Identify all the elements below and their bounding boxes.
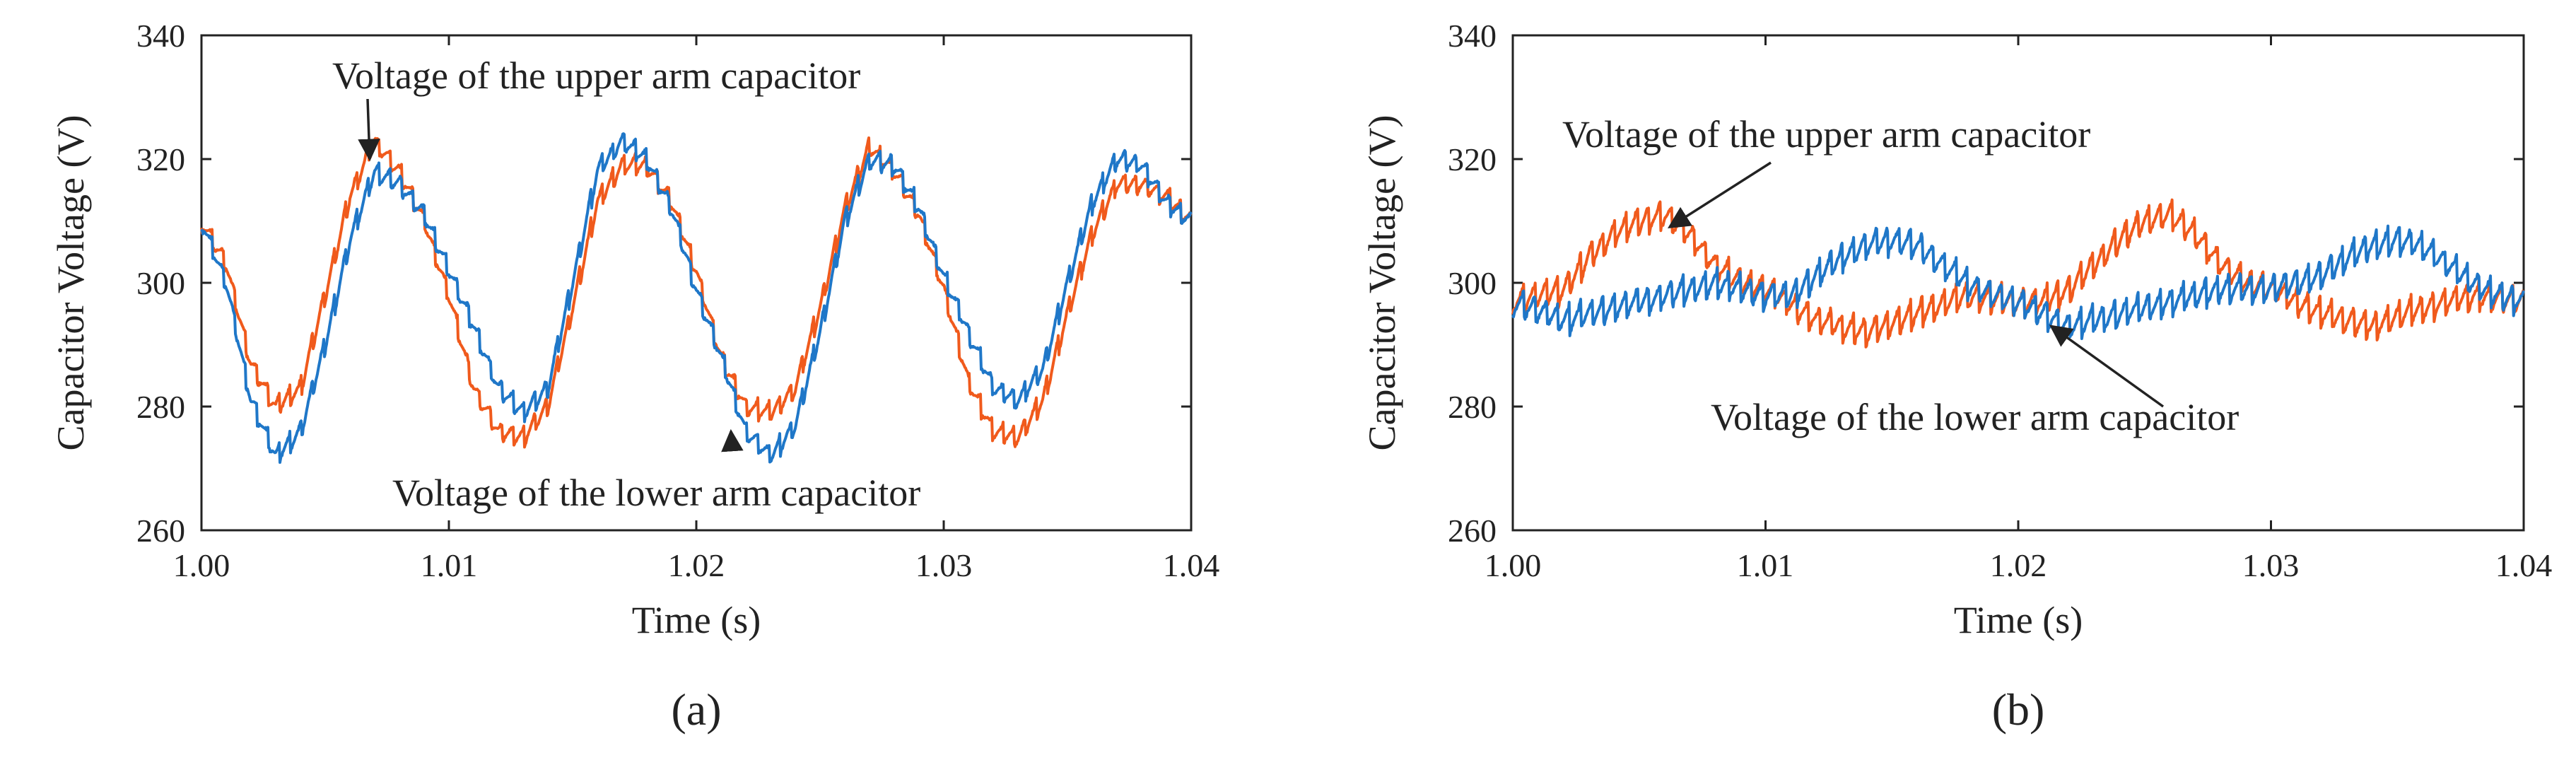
- tick-marks: [1511, 34, 2525, 532]
- x-tick-label: 1.03: [915, 547, 973, 583]
- chart-panel-b: 1.00 1.01 1.02 1.03 1.04 260 280 300 320…: [1361, 18, 2552, 735]
- annotation-upper-label: Voltage of the upper arm capacitor: [332, 54, 860, 97]
- series-line-upper: [200, 136, 1193, 449]
- annotation-lower-label: Voltage of the lower arm capacitor: [1711, 396, 2239, 438]
- x-tick-label: 1.01: [421, 547, 478, 583]
- y-tick-label: 280: [1448, 389, 1497, 425]
- series-line-lower: [1511, 224, 2525, 340]
- series-group: [1511, 198, 2525, 349]
- x-axis-label: Time (s): [1954, 599, 2083, 641]
- tick-marks: [200, 34, 1193, 532]
- annotation-group: [358, 98, 744, 452]
- x-tick-label: 1.01: [1737, 547, 1794, 583]
- annotation-arrow: [358, 98, 380, 162]
- chart-panel-a: 1.00 1.01 1.02 1.03 1.04 260 280 300 320…: [49, 18, 1219, 735]
- y-tick-label: 320: [136, 141, 185, 177]
- y-axis-label: Capacitor Voltage (V): [1361, 115, 1403, 451]
- y-tick-label: 260: [136, 513, 185, 549]
- series-group: [200, 132, 1193, 464]
- y-tick-label: 280: [136, 389, 185, 425]
- y-tick-label: 300: [1448, 265, 1497, 301]
- annotation-lower-label: Voltage of the lower arm capacitor: [392, 472, 920, 514]
- y-tick-label: 340: [1448, 18, 1497, 54]
- panel-label-b: (b): [1992, 684, 2045, 735]
- annotation-arrow: [1667, 161, 1772, 228]
- x-tick-label: 1.02: [668, 547, 725, 583]
- x-tick-label: 1.04: [1163, 547, 1220, 583]
- x-tick-label: 1.00: [1485, 547, 1542, 583]
- series-line-upper: [1511, 198, 2525, 349]
- annotation-group: [1667, 161, 2165, 408]
- annotation-arrow: [2049, 325, 2165, 408]
- annotation-upper-label: Voltage of the upper arm capacitor: [1562, 113, 2090, 156]
- y-tick-label: 340: [136, 18, 185, 54]
- y-axis-label: Capacitor Voltage (V): [49, 115, 92, 451]
- x-tick-label: 1.02: [1990, 547, 2047, 583]
- y-tick-label: 300: [136, 265, 185, 301]
- x-tick-label: 1.04: [2495, 547, 2553, 583]
- panel-label-a: (a): [671, 684, 721, 735]
- y-tick-label: 260: [1448, 513, 1497, 549]
- series-line-lower: [200, 132, 1193, 464]
- plot-frame: [200, 34, 1193, 532]
- y-tick-label: 320: [1448, 141, 1497, 177]
- x-tick-label: 1.03: [2242, 547, 2300, 583]
- annotation-arrow: [721, 428, 744, 452]
- x-tick-label: 1.00: [173, 547, 230, 583]
- x-axis-label: Time (s): [632, 599, 761, 641]
- plot-frame: [1511, 34, 2525, 532]
